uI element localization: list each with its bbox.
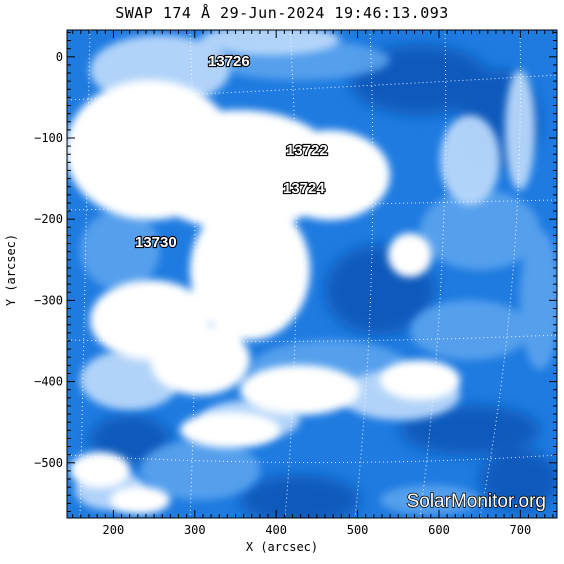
x-tick-label: 600 [428,523,450,537]
y-tick-label: −400 [34,375,63,389]
y-tick-label: −100 [34,131,63,145]
x-tick-label: 700 [510,523,532,537]
region-label-13730: 13730 [135,234,177,251]
y-tick-label: −200 [34,212,63,226]
axis-tick-labels: 200 300 400 500 600 700 0 −100 −200 −300 −400 −500 [34,50,531,537]
euv-image [67,30,557,518]
region-label-13722: 13722 [286,142,328,159]
image-title: SWAP 174 Å 29-Jun-2024 19:46:13.093 [115,4,449,22]
heliographic-grid [67,30,557,518]
region-label-13726: 13726 [208,53,250,70]
x-tick-label: 500 [347,523,369,537]
y-tick-label: −300 [34,293,63,307]
y-tick-label: −500 [34,456,63,470]
active-region-labels: 13726 13722 13724 13730 [134,52,329,252]
axis-ticks [67,30,557,518]
y-axis-label: Y (arcsec) [4,233,18,307]
plot-frame [66,29,558,519]
x-tick-label: 200 [103,523,125,537]
watermark: SolarMonitor.org [407,491,546,512]
x-axis-label: X (arcsec) [245,540,319,554]
x-tick-label: 300 [184,523,206,537]
x-tick-label: 400 [265,523,287,537]
y-tick-label: 0 [56,50,63,64]
region-label-13724: 13724 [283,180,325,197]
